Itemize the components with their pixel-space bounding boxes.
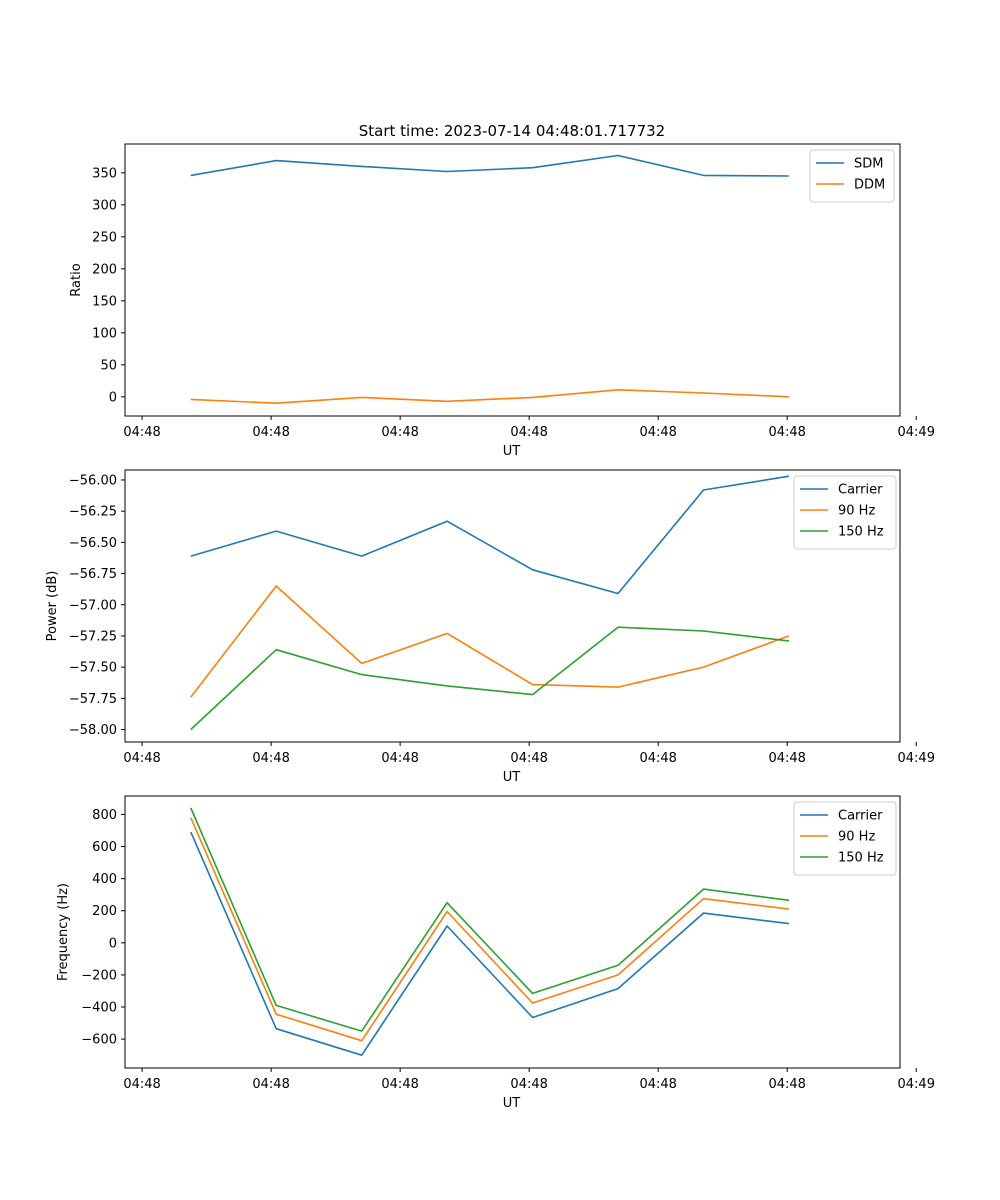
y-axis-label: Frequency (Hz) bbox=[56, 883, 71, 981]
figure-title: Start time: 2023-07-14 04:48:01.717732 bbox=[359, 122, 665, 140]
legend-label: 150 Hz bbox=[838, 851, 884, 866]
y-tick-label: 350 bbox=[92, 166, 117, 181]
y-tick-label: 800 bbox=[92, 808, 117, 823]
series-line-90-hz bbox=[190, 585, 790, 698]
x-tick-label: 04:48 bbox=[123, 425, 160, 440]
x-tick-label: 04:48 bbox=[381, 751, 418, 766]
plot-frame bbox=[124, 469, 901, 743]
series-line-carrier bbox=[190, 831, 789, 1056]
chart-2: 04:48 04:48 04:48 04:48 04:48 04:48 04:49 −58.0… bbox=[45, 469, 935, 785]
x-tick-label: 04:48 bbox=[123, 1077, 160, 1092]
y-tick-label: 50 bbox=[100, 358, 117, 373]
y-tick-label: 200 bbox=[92, 262, 117, 277]
chart-3: 04:48 04:48 04:48 04:48 04:48 04:48 04:49 −600 −… bbox=[56, 795, 935, 1111]
x-tick-label: 04:48 bbox=[768, 751, 805, 766]
y-tick-label: 600 bbox=[92, 840, 117, 855]
x-tick-label: 04:48 bbox=[639, 425, 676, 440]
series-line-ddm bbox=[190, 388, 789, 405]
series-line-150-hz bbox=[190, 807, 790, 1032]
x-tick-label: 04:49 bbox=[898, 425, 935, 440]
x-tick-label: 04:48 bbox=[123, 751, 160, 766]
y-tick-label: −57.50 bbox=[69, 661, 117, 676]
y-tick-label: 300 bbox=[92, 198, 117, 213]
y-tick-label: −400 bbox=[81, 1001, 117, 1016]
plot-frame bbox=[124, 143, 901, 417]
y-tick-label: −200 bbox=[81, 968, 117, 983]
legend-label: 90 Hz bbox=[838, 830, 875, 845]
series-line-150-hz bbox=[190, 626, 789, 731]
legend-label: 150 Hz bbox=[838, 525, 884, 540]
y-tick-label: −56.00 bbox=[69, 473, 117, 488]
y-tick-label: 100 bbox=[92, 326, 117, 341]
y-tick-label: 200 bbox=[92, 904, 117, 919]
y-tick-label: −600 bbox=[81, 1033, 117, 1048]
y-tick-label: −56.75 bbox=[69, 567, 117, 582]
x-axis-label: UT bbox=[503, 770, 521, 785]
y-tick-label: −58.00 bbox=[69, 723, 117, 738]
legend-label: DDM bbox=[854, 178, 885, 193]
legend: SDM DDM bbox=[809, 149, 895, 203]
y-tick-label: 0 bbox=[109, 390, 117, 405]
plot-frame bbox=[124, 795, 901, 1069]
y-tick-label: 0 bbox=[109, 936, 117, 951]
x-tick-label: 04:48 bbox=[768, 1077, 805, 1092]
y-tick-label: 400 bbox=[92, 872, 117, 887]
x-tick-label: 04:49 bbox=[898, 1077, 935, 1092]
charts-group: 04:48 04:48 04:48 04:48 04:48 04:48 04:49 0 50 10… bbox=[45, 143, 935, 1111]
series-line-90-hz bbox=[190, 817, 789, 1042]
y-axis-label: Power (dB) bbox=[45, 571, 60, 642]
legend-label: SDM bbox=[854, 157, 883, 172]
x-tick-label: 04:48 bbox=[510, 425, 547, 440]
y-tick-label: −57.75 bbox=[69, 692, 117, 707]
x-tick-label: 04:48 bbox=[510, 751, 547, 766]
x-axis-label: UT bbox=[503, 1096, 521, 1111]
x-tick-label: 04:49 bbox=[898, 751, 935, 766]
y-tick-label: −56.50 bbox=[69, 536, 117, 551]
y-tick-label: −57.00 bbox=[69, 598, 117, 613]
chart-1: 04:48 04:48 04:48 04:48 04:48 04:48 04:49 0 50 10… bbox=[69, 143, 935, 459]
legend: Carrier 90 Hz 150 Hz bbox=[793, 475, 897, 550]
series-line-carrier bbox=[190, 475, 790, 595]
legend-label: 90 Hz bbox=[838, 504, 875, 519]
legend-label: Carrier bbox=[838, 809, 883, 824]
x-tick-label: 04:48 bbox=[252, 1077, 289, 1092]
legend: Carrier 90 Hz 150 Hz bbox=[793, 801, 897, 876]
x-axis-label: UT bbox=[503, 444, 521, 459]
x-tick-label: 04:48 bbox=[381, 1077, 418, 1092]
y-tick-label: 150 bbox=[92, 294, 117, 309]
x-tick-label: 04:48 bbox=[639, 1077, 676, 1092]
y-tick-label: −56.25 bbox=[69, 505, 117, 520]
y-tick-label: −57.25 bbox=[69, 629, 117, 644]
y-tick-label: 250 bbox=[92, 230, 117, 245]
x-tick-label: 04:48 bbox=[639, 751, 676, 766]
x-tick-label: 04:48 bbox=[252, 751, 289, 766]
y-axis-label: Ratio bbox=[69, 263, 84, 296]
x-tick-label: 04:48 bbox=[768, 425, 805, 440]
x-tick-label: 04:48 bbox=[252, 425, 289, 440]
x-tick-label: 04:48 bbox=[510, 1077, 547, 1092]
series-line-sdm bbox=[190, 154, 789, 177]
x-tick-label: 04:48 bbox=[381, 425, 418, 440]
legend-label: Carrier bbox=[838, 483, 883, 498]
